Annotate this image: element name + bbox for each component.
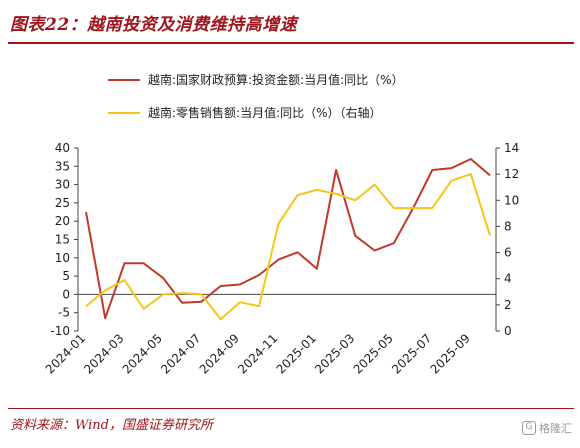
series-lines xyxy=(85,158,491,321)
left-tick-label: 15 xyxy=(55,233,70,247)
footer-divider xyxy=(8,408,574,409)
left-tick-label: 5 xyxy=(62,269,70,283)
x-tick-label: 2025-09 xyxy=(428,331,473,376)
right-tick-label: 4 xyxy=(504,272,512,286)
right-tick-label: 2 xyxy=(504,298,512,312)
legend: 越南:国家财政预算:投资金额:当月值:同比（%） 越南:零售销售额:当月值:同比… xyxy=(108,72,404,120)
left-tick-label: 25 xyxy=(55,196,70,210)
x-tick-label: 2025-01 xyxy=(274,331,319,376)
x-tick-label: 2025-05 xyxy=(351,331,396,376)
watermark-text: 格隆汇 xyxy=(539,422,572,435)
right-tick-label: 8 xyxy=(504,219,512,233)
legend-label-investment: 越南:国家财政预算:投资金额:当月值:同比（%） xyxy=(148,72,404,87)
x-tick-label: 2024-01 xyxy=(43,331,88,376)
source-note: 资料来源：Wind，国盛证券研究所 xyxy=(10,418,213,433)
left-tick-label: 20 xyxy=(55,214,70,228)
x-tick-label: 2024-09 xyxy=(197,331,242,376)
watermark-logo-icon: G xyxy=(522,421,536,435)
x-tick-label: 2024-05 xyxy=(120,331,165,376)
right-tick-label: 6 xyxy=(504,246,512,260)
left-tick-label: 35 xyxy=(55,159,70,173)
x-tick-label: 2024-11 xyxy=(235,331,280,376)
right-tick-label: 14 xyxy=(504,141,519,155)
left-tick-label: 0 xyxy=(62,287,70,301)
x-tick-label: 2025-07 xyxy=(389,331,434,376)
left-axis-ticks: 40 35 30 25 20 15 10 5 0 -5 -10 xyxy=(50,141,78,338)
left-tick-label: 40 xyxy=(55,141,70,155)
title-divider xyxy=(8,42,574,44)
x-tick-label: 2025-03 xyxy=(312,331,357,376)
x-axis-ticks: 2024-012024-032024-052024-072024-092024-… xyxy=(43,331,473,376)
left-tick-label: 10 xyxy=(55,251,70,265)
left-tick-label: -10 xyxy=(50,324,70,338)
x-tick-label: 2024-03 xyxy=(81,331,126,376)
right-tick-label: 12 xyxy=(504,167,519,181)
watermark: G 格隆汇 xyxy=(522,420,572,436)
chart-title: 图表22：越南投资及消费维持高增速 xyxy=(10,15,298,35)
left-tick-label: 30 xyxy=(55,178,70,192)
right-tick-label: 0 xyxy=(504,324,512,338)
x-tick-label: 2024-07 xyxy=(158,331,203,376)
right-tick-label: 10 xyxy=(504,193,519,207)
legend-label-retail: 越南:零售销售额:当月值:同比（%）（右轴） xyxy=(148,105,382,120)
series-line-investment xyxy=(85,158,491,320)
series-line-retail xyxy=(85,173,491,321)
right-axis-ticks: 14 12 10 8 6 4 2 0 xyxy=(496,141,519,338)
left-tick-label: -5 xyxy=(58,306,70,320)
